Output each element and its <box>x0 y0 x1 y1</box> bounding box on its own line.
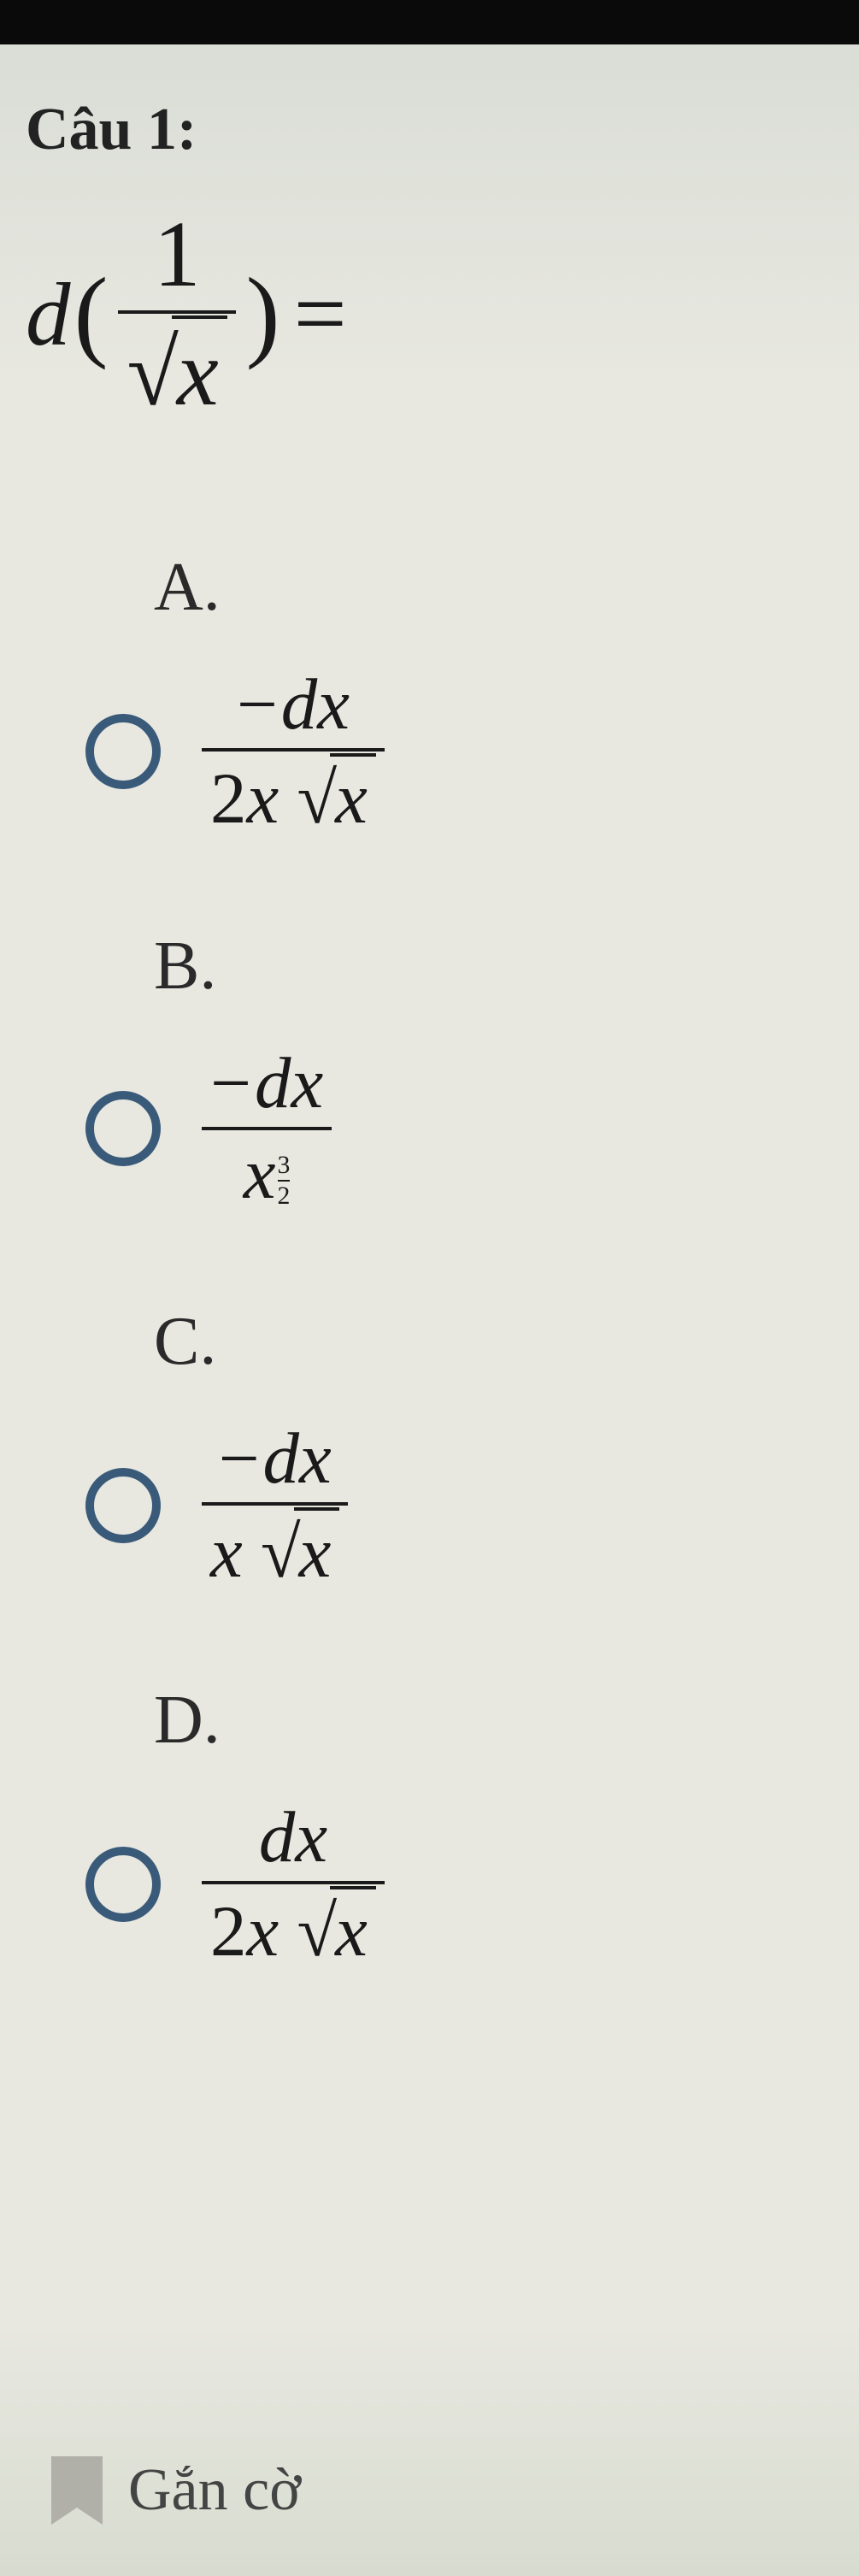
question-expression: d ( 1 √ x ) = <box>26 198 833 429</box>
option-b-math: − dx x 3 2 <box>195 1040 338 1217</box>
differential-d: d <box>26 262 71 366</box>
sqrt-sign: √ <box>126 319 178 427</box>
option-d-letter: D. <box>154 1682 833 1760</box>
option-a-coef: 2 <box>210 758 247 839</box>
option-a-fraction: − dx 2x √ x <box>202 661 385 842</box>
option-b-block: B. − dx x 3 2 <box>85 928 833 1217</box>
option-a-row: − dx 2x √ x <box>85 661 833 842</box>
top-black-bar <box>0 0 859 44</box>
option-c-row: − dx x √ x <box>85 1415 833 1596</box>
option-c-den: x √ x <box>202 1506 348 1596</box>
option-b-base: x <box>244 1134 276 1214</box>
option-d-dx: dx <box>259 1797 327 1877</box>
footer: Gắn cờ <box>51 2456 301 2525</box>
option-c-math: − dx x √ x <box>195 1415 355 1596</box>
option-a-block: A. − dx 2x √ x <box>85 549 833 842</box>
option-a-radio[interactable] <box>85 714 161 789</box>
option-c-letter: C. <box>154 1303 833 1381</box>
question-label: Câu 1: <box>26 96 833 164</box>
flag-icon[interactable] <box>51 2456 103 2525</box>
option-d-num: dx <box>250 1794 336 1881</box>
option-c-sqrt: √ x <box>261 1507 339 1595</box>
option-a-minus: − <box>237 663 278 746</box>
option-c-radio[interactable] <box>85 1468 161 1543</box>
option-a-letter: A. <box>154 549 833 627</box>
option-a-sqrt: √ x <box>297 753 375 840</box>
sqrt-sign: √ <box>261 1511 301 1595</box>
option-c-var: x <box>210 1512 243 1593</box>
paren-close: ) <box>243 255 284 373</box>
option-c-num: − dx <box>210 1415 340 1502</box>
option-d-math: dx 2x √ x <box>195 1794 391 1975</box>
option-d-coef: 2 <box>210 1891 247 1972</box>
option-b-row: − dx x 3 2 <box>85 1040 833 1217</box>
option-d-fraction: dx 2x √ x <box>202 1794 385 1975</box>
arg-denominator: √ x <box>118 314 235 429</box>
option-a-den: 2x √ x <box>202 752 385 842</box>
option-d-sqrt: √ x <box>297 1886 375 1973</box>
option-b-exp-den: 2 <box>278 1182 291 1211</box>
option-d-var: x <box>247 1891 279 1972</box>
option-c-block: C. − dx x √ x <box>85 1303 833 1596</box>
sqrt-wrapper: √ x <box>126 315 227 427</box>
option-d-block: D. dx 2x √ x <box>85 1682 833 1975</box>
option-c-dx: dx <box>263 1417 332 1500</box>
option-a-var: x <box>247 758 279 839</box>
option-a-num: − dx <box>228 661 358 748</box>
option-a-math: − dx 2x √ x <box>195 661 391 842</box>
option-d-radio[interactable] <box>85 1847 161 1922</box>
option-d-den: 2x √ x <box>202 1884 385 1975</box>
sqrt-sign: √ <box>297 757 337 840</box>
flag-label[interactable]: Gắn cờ <box>128 2456 301 2525</box>
option-b-dx: dx <box>255 1041 323 1125</box>
arg-numerator: 1 <box>145 198 209 310</box>
option-a-dx: dx <box>281 663 350 746</box>
option-d-radicand: x <box>330 1886 376 1973</box>
option-b-exponent: 3 2 <box>278 1151 291 1211</box>
option-b-radio[interactable] <box>85 1091 161 1166</box>
equals-sign: = <box>294 260 347 368</box>
option-b-num: − dx <box>202 1040 332 1127</box>
option-c-fraction: − dx x √ x <box>202 1415 348 1596</box>
option-b-den: x 3 2 <box>235 1130 299 1217</box>
argument-fraction: 1 √ x <box>118 198 235 429</box>
option-b-minus: − <box>210 1041 251 1125</box>
option-b-fraction: − dx x 3 2 <box>202 1040 332 1217</box>
question-content: Câu 1: d ( 1 √ x ) = A. − dx <box>0 44 859 2086</box>
option-c-minus: − <box>219 1417 260 1500</box>
paren-open: ( <box>71 255 112 373</box>
sqrt-sign: √ <box>297 1889 337 1973</box>
option-b-letter: B. <box>154 928 833 1005</box>
option-d-row: dx 2x √ x <box>85 1794 833 1975</box>
option-b-exp-num: 3 <box>278 1151 291 1180</box>
sqrt-radicand: x <box>172 315 227 427</box>
option-a-radicand: x <box>330 753 376 840</box>
